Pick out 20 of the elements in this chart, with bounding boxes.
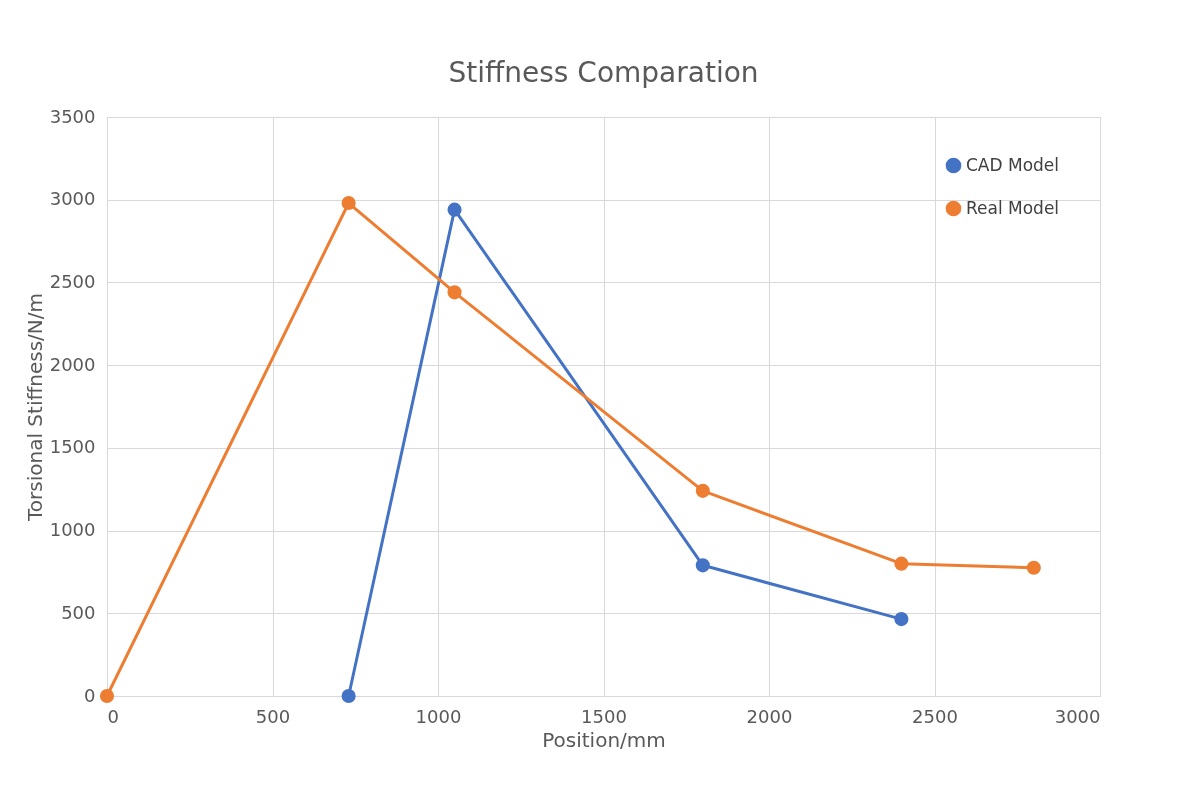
x-axis-title: Position/mm — [542, 727, 666, 752]
legend-label: CAD Model — [966, 154, 1060, 175]
y-tick-label: 1500 — [49, 436, 96, 458]
y-tick-label: 2500 — [49, 270, 96, 292]
x-tick-label: 2000 — [746, 705, 793, 727]
x-tick-label: 2500 — [912, 705, 958, 727]
x-tick-label: 3000 — [1054, 705, 1101, 727]
x-tick-label: 0 — [107, 705, 119, 727]
y-tick-label: 1000 — [49, 519, 96, 541]
y-tick-label: 3000 — [49, 188, 96, 210]
x-tick-label: 500 — [255, 705, 291, 727]
y-axis-title: Torsional Stiffness/N/m — [22, 293, 47, 522]
y-tick-label: 3500 — [49, 105, 96, 127]
y-tick-label: 2000 — [49, 353, 96, 375]
y-tick-label: 500 — [61, 601, 96, 623]
x-tick-label: 1500 — [581, 705, 627, 727]
y-tick-label: 0 — [84, 684, 96, 706]
x-tick-label: 1000 — [415, 705, 462, 727]
chart-title: Stiffness Comparation — [448, 56, 759, 89]
legend-label: Real Model — [966, 197, 1060, 218]
